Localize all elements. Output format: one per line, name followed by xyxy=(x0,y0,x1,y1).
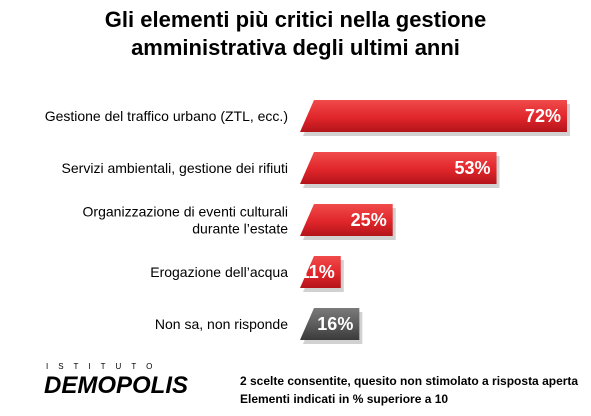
bar xyxy=(300,100,567,132)
bar-value-label: 25% xyxy=(351,210,387,230)
bar-chart: 72% Gestione del traffico urbano (ZTL, ec… xyxy=(45,100,570,344)
category-label: Gestione del traffico urbano (ZTL, ecc.) xyxy=(45,108,288,124)
category-label: Erogazione dell’acqua xyxy=(150,264,288,280)
category-label-line: Non sa, non risponde xyxy=(155,316,288,332)
bar-value-label: 11% xyxy=(300,262,335,282)
category-label: Organizzazione di eventi culturali durant… xyxy=(83,204,289,237)
logo-top-text: ISTITUTO xyxy=(46,362,163,371)
note-line-1: 2 scelte consentite, quesito non stimola… xyxy=(240,374,579,388)
category-label: Non sa, non risponde xyxy=(155,316,288,332)
bar xyxy=(300,204,393,236)
chart-title-line-1: Gli elementi più critici nella gestione xyxy=(104,7,487,32)
bar-value-label: 16% xyxy=(317,314,353,334)
category-label-line: durante l’estate xyxy=(192,221,288,237)
category-label-line: Organizzazione di eventi culturali xyxy=(83,204,288,220)
note-line-2: Elementi indicati in % superiore a 10 xyxy=(240,392,449,406)
category-label-line: Erogazione dell’acqua xyxy=(150,264,288,280)
category-label-line: Servizi ambientali, gestione dei rifiuti xyxy=(62,160,288,176)
demopolis-logo: ISTITUTO DEMOPOLIS xyxy=(44,362,214,402)
category-label-line: Gestione del traffico urbano (ZTL, ecc.) xyxy=(45,108,288,124)
chart-notes: 2 scelte consentite, quesito non stimola… xyxy=(240,372,585,408)
bar xyxy=(300,152,497,184)
bar xyxy=(300,256,341,288)
logo-main-text: DEMOPOLIS xyxy=(44,372,189,399)
category-label: Servizi ambientali, gestione dei rifiuti xyxy=(62,160,288,176)
chart-title: Gli elementi più critici nella gestione … xyxy=(0,6,591,62)
bar xyxy=(300,308,360,340)
chart-title-line-2: amministrativa degli ultimi anni xyxy=(131,35,460,60)
bar-value-label: 53% xyxy=(455,158,491,178)
bar-value-label: 72% xyxy=(525,106,561,126)
